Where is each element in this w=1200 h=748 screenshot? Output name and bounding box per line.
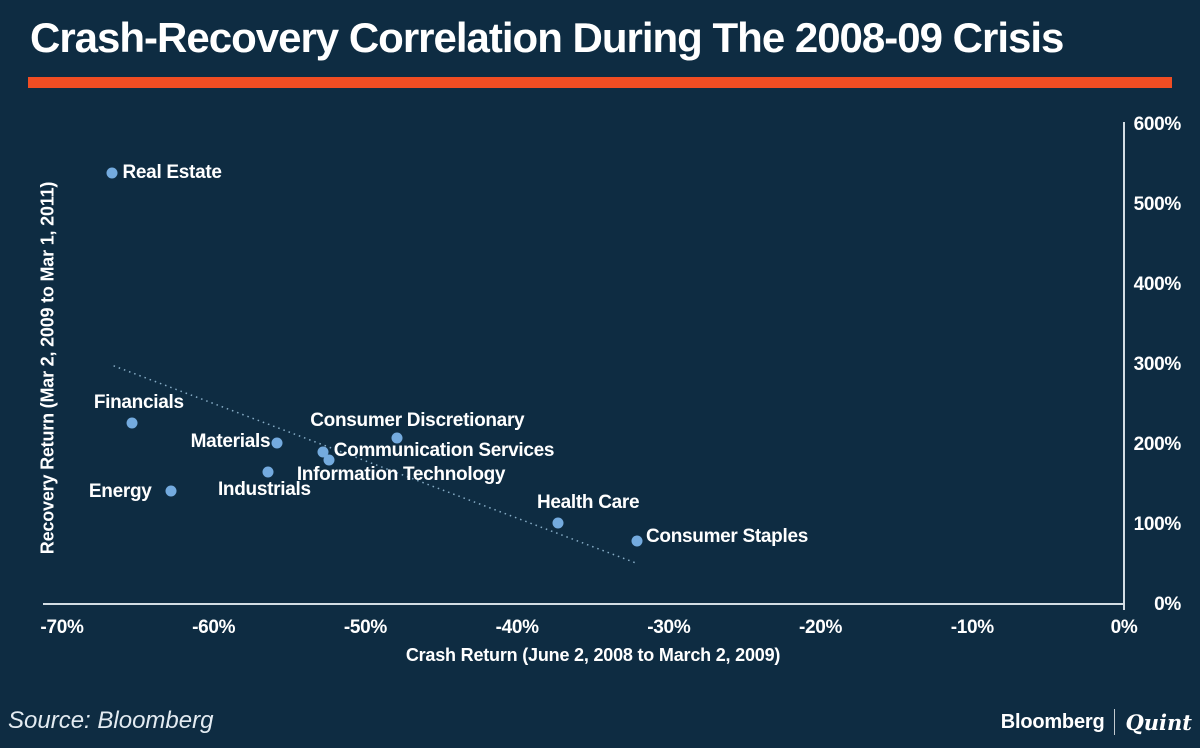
y-tick-label: 100% bbox=[1133, 514, 1182, 535]
x-axis-end-tick bbox=[1123, 603, 1125, 610]
bloombergquint-logo: Bloomberg Quint bbox=[1001, 705, 1192, 739]
y-tick-label: 200% bbox=[1133, 434, 1182, 455]
data-point-label: Real Estate bbox=[122, 162, 222, 183]
chart-title: Crash-Recovery Correlation During The 20… bbox=[30, 14, 1064, 61]
data-point-label: Consumer Discretionary bbox=[310, 409, 525, 431]
title-accent-bar bbox=[28, 77, 1172, 88]
y-axis-title: Recovery Return (Mar 2, 2009 to Mar 1, 2… bbox=[37, 181, 58, 555]
data-point-label: Industrials bbox=[217, 479, 311, 501]
source-credit: Source: Bloomberg bbox=[8, 707, 214, 734]
data-point-dot bbox=[323, 454, 335, 466]
x-axis-line bbox=[43, 603, 1125, 605]
data-point-dot bbox=[552, 517, 564, 529]
logo-divider bbox=[1114, 709, 1116, 735]
data-point-label: Materials bbox=[190, 430, 271, 452]
x-tick-label: -20% bbox=[798, 617, 843, 638]
data-point-dot bbox=[262, 466, 274, 478]
y-tick-label: 0% bbox=[1154, 594, 1181, 615]
x-tick-label: -70% bbox=[40, 617, 84, 638]
x-tick-label: -40% bbox=[495, 617, 539, 638]
bloomberg-wordmark: Bloomberg bbox=[1000, 710, 1105, 733]
y-tick-label: 600% bbox=[1133, 114, 1182, 135]
x-tick-label: -30% bbox=[647, 617, 691, 638]
data-point-dot bbox=[126, 417, 138, 429]
y-tick-label: 500% bbox=[1133, 194, 1182, 215]
data-point-dot bbox=[317, 446, 329, 458]
data-point-label: Financials bbox=[93, 392, 184, 414]
y-axis-line bbox=[1123, 122, 1125, 605]
data-point-label: Communication Services bbox=[333, 440, 555, 462]
data-point-label: Consumer Staples bbox=[645, 526, 808, 547]
data-point-dot bbox=[165, 485, 177, 497]
data-point-label: Information Technology bbox=[296, 464, 506, 486]
x-tick-label: 0% bbox=[1110, 617, 1138, 638]
data-point-dot bbox=[631, 535, 643, 547]
y-tick-label: 400% bbox=[1133, 274, 1182, 295]
y-tick-label: 300% bbox=[1133, 354, 1182, 375]
x-tick-label: -60% bbox=[192, 617, 236, 638]
data-point-dot bbox=[271, 437, 283, 449]
data-point-dot bbox=[106, 167, 118, 179]
data-point-label: Energy bbox=[88, 481, 152, 503]
data-point-label: Health Care bbox=[536, 491, 640, 513]
x-tick-label: -10% bbox=[950, 617, 994, 638]
x-tick-label: -50% bbox=[343, 617, 387, 638]
quint-wordmark: Quint bbox=[1125, 709, 1192, 735]
x-axis-title: Crash Return (June 2, 2008 to March 2, 2… bbox=[405, 645, 781, 665]
data-point-dot bbox=[391, 432, 403, 444]
